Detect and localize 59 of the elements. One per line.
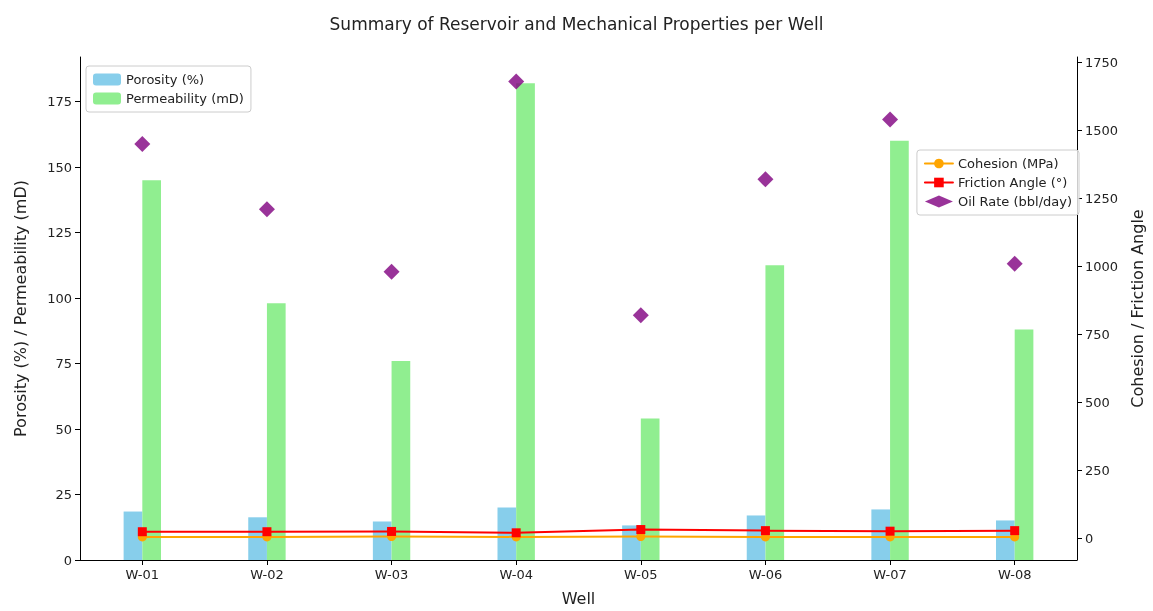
y-tick-label: 175 [47, 94, 72, 110]
bar [640, 418, 660, 560]
bar [497, 507, 517, 560]
x-tick-label: W-03 [374, 567, 409, 582]
y2-tick-label: 1500 [1085, 122, 1119, 138]
point [760, 526, 770, 536]
point [137, 527, 147, 537]
bar [765, 265, 785, 560]
bar [516, 83, 535, 560]
y2-tick-label: 0 [1085, 530, 1094, 546]
y-tick-label: 125 [47, 225, 72, 241]
legend-label: Friction Angle (°) [957, 175, 1068, 190]
y2-tick-label: 1250 [1085, 190, 1119, 206]
y2-tick-label: 1000 [1085, 258, 1119, 274]
y-tick-label: 50 [55, 421, 72, 437]
y-tick-label: 150 [47, 159, 72, 175]
point [885, 526, 895, 536]
legend-label: Permeability (mD) [126, 91, 244, 106]
legend-label: Porosity (%) [126, 72, 205, 87]
bar [391, 360, 411, 560]
point [1006, 255, 1023, 272]
point [636, 525, 646, 535]
legend-label: Cohesion (MPa) [957, 156, 1059, 171]
point [632, 307, 649, 324]
x-tick-label: W-06 [748, 567, 783, 582]
point [1010, 526, 1020, 536]
y-tick-label: 75 [55, 356, 72, 372]
x-tick-label: W-08 [997, 567, 1032, 582]
point [511, 528, 521, 538]
x-tick-label: W-07 [873, 567, 907, 582]
point [262, 527, 272, 537]
bar [266, 303, 286, 560]
x-axis-title: Well [561, 588, 596, 608]
point [882, 111, 899, 128]
y-tick-label: 25 [55, 487, 72, 503]
x-tick-label: W-02 [250, 567, 284, 582]
bar [890, 140, 909, 560]
point [258, 201, 275, 218]
point [383, 263, 400, 280]
x-tick-label: W-01 [125, 567, 160, 582]
bar [142, 180, 162, 560]
y2-tick-label: 500 [1085, 394, 1110, 410]
y2-axis-title: Cohesion / Friction Angle [1127, 209, 1147, 408]
x-tick-label: W-04 [499, 567, 533, 582]
y-tick-label: 100 [47, 290, 72, 306]
y-tick-label: 0 [63, 552, 72, 568]
y-axis-title: Porosity (%) / Permeability (mD) [10, 180, 30, 437]
chart-title: Summary of Reservoir and Mechanical Properties per Well [329, 13, 824, 34]
y2-tick-label: 750 [1085, 326, 1110, 342]
point [387, 526, 397, 536]
bar [123, 511, 143, 560]
x-tick-label: W-05 [624, 567, 658, 582]
y2-tick-label: 250 [1085, 462, 1110, 478]
y2-tick-label: 1750 [1085, 54, 1119, 70]
point [757, 171, 774, 188]
point [134, 136, 151, 153]
legend-label: Oil Rate (bbl/day) [957, 194, 1073, 209]
bar [1014, 329, 1034, 560]
point [508, 73, 525, 90]
